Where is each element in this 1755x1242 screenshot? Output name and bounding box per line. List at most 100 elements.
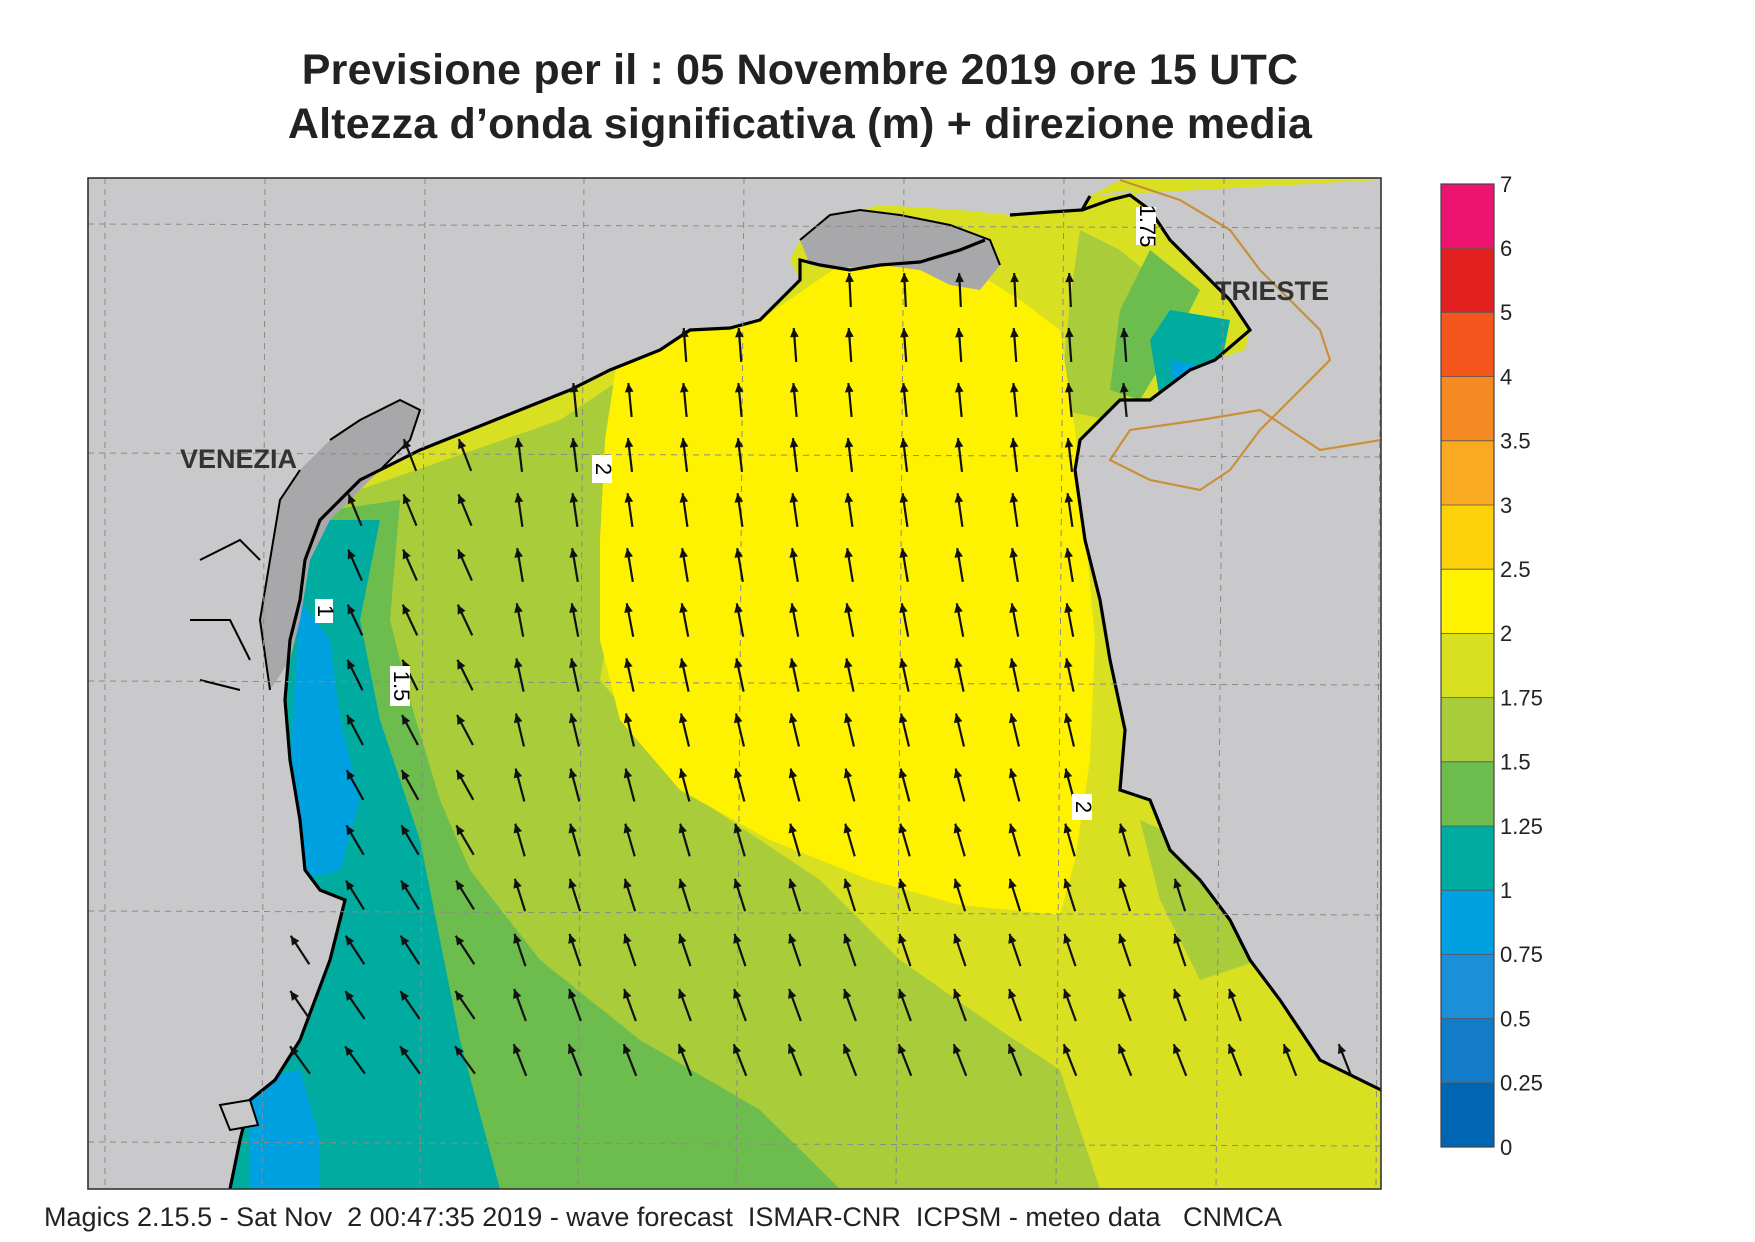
wave-arrow-head [1063,823,1072,834]
wave-arrow-head [1009,383,1019,393]
wave-arrow-head [457,659,466,670]
islet-south [218,1098,260,1132]
wave-arrow-head [455,1046,464,1057]
wave-arrow-head [953,1044,962,1055]
wave-arrow-head [844,658,853,669]
wave-arrow-head [401,825,410,836]
wave-arrow-head [569,603,578,613]
wave-arrow-head [898,933,907,944]
wave-arrow-head [1065,328,1074,338]
band-1-25-east [1110,250,1200,400]
legend-label: 0.75 [1500,942,1543,967]
wave-arrow-head [1064,548,1073,558]
wave-arrow-head [514,493,524,503]
wave-arrow-head [1228,1044,1237,1055]
wave-arrow-head [568,878,577,889]
wave-arrow-head [456,880,465,891]
band-2-0 [600,262,1095,915]
coastline-east [1073,193,1381,1092]
wave-arrow-head [788,933,797,944]
wave-arrow-head [734,383,744,393]
wave-arrow-head [513,768,523,779]
wave-arrow-head [345,990,355,1001]
wave-arrow-head [455,935,465,946]
legend-label: 0 [1500,1135,1512,1160]
wave-arrow-head [569,548,578,558]
wave-arrow-head [514,548,523,558]
wave-arrow-head [456,770,465,781]
wave-arrow-head [1118,823,1127,834]
legend-swatch [1441,184,1494,249]
wave-arrow-head [1065,273,1074,283]
wave-arrow-head [1063,933,1072,944]
wave-arrow-head [568,768,578,779]
wave-arrow-head [734,603,743,613]
wave-arrow-head [457,604,466,615]
legend-swatch [1441,633,1494,698]
contour-label-2-east: 2 [1071,801,1096,813]
wave-arrow-head [953,713,963,724]
wave-arrow-head [1064,493,1074,503]
wave-arrow-head [898,713,908,724]
wave-arrow-head [733,1044,742,1055]
legend-swatch [1441,312,1494,377]
legend-label: 1.75 [1500,685,1543,710]
wave-arrow-head [843,878,852,889]
wave-arrow-head [955,273,964,283]
wave-arrow-head [1064,603,1073,613]
wave-arrow-head [843,1044,852,1055]
wave-arrow-head [624,383,634,393]
legend-label: 3.5 [1500,429,1531,454]
wave-arrow-head [789,383,799,393]
wave-arrow-head [1008,878,1017,889]
wave-arrow-head [346,825,355,836]
wave-arrow-head [1009,603,1018,613]
wave-arrow-head [843,933,852,944]
footer-credits: Magics 2.15.5 - Sat Nov 2 00:47:35 2019 … [44,1202,1282,1232]
wave-arrow-head [568,1044,577,1055]
wave-arrow-head [1009,548,1018,558]
title-line-1: Previsione per il : 05 Novembre 2019 ore… [301,46,1299,94]
wave-arrow-head [1118,1044,1127,1055]
wave-arrow-head [844,438,854,448]
lagoon-venice [260,400,420,690]
legend-swatch [1441,248,1494,313]
wave-arrow-head [624,493,634,503]
wave-arrow-head [678,768,688,779]
wave-arrow-head [679,493,689,503]
wave-arrow-head [1009,438,1019,448]
wave-arrow-head [953,989,962,999]
wave-arrow-head [788,1044,797,1055]
contour-labels: 2 1.5 1 2 1.75 [313,205,1160,820]
land-east [1075,180,1381,1090]
wave-arrow-head [788,768,798,779]
wave-arrow-head [623,989,632,999]
wave-arrow-head [790,328,799,338]
wave-arrow-head [789,548,798,558]
wave-arrow-head [345,935,355,946]
wave-arrow-head [678,823,687,834]
wave-arrow-head [788,989,797,999]
wave-arrow-head [623,823,632,834]
wave-arrow-head [1009,493,1019,503]
wave-arrow-head [733,933,742,944]
legend-swatch [1441,1082,1494,1147]
legend-swatch [1441,761,1494,826]
wave-arrow-head [844,383,854,393]
wave-arrow-head [290,990,300,1001]
wave-arrow-head [457,494,466,505]
wave-arrow-head [513,989,522,999]
wave-arrow-head [899,658,908,669]
title-line-2: Altezza d’onda significativa (m) + direz… [287,100,1313,148]
wave-arrow-head [347,604,356,615]
wave-arrow-head [899,438,909,448]
wave-arrow-head [843,989,852,999]
wave-arrow-head [734,548,743,558]
contour-label-1-75: 1.75 [1135,205,1160,248]
wave-arrow-head [734,658,743,669]
wave-arrow-head [845,328,854,338]
wave-arrow-head [733,823,742,834]
wave-arrow-head [568,989,577,999]
wave-arrow-head [953,768,963,779]
wave-arrow-head [402,604,411,615]
